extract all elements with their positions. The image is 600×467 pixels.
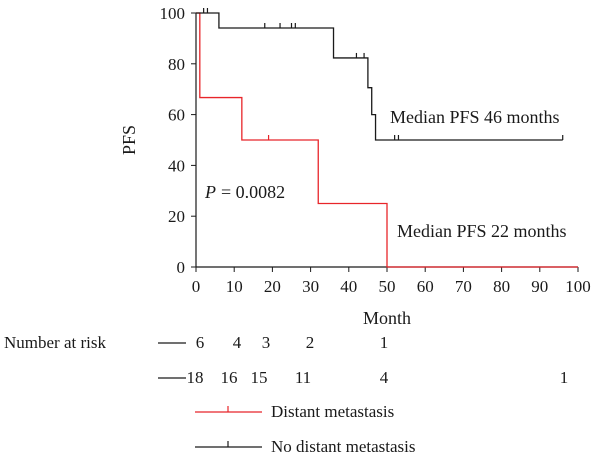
x-tick-label: 50	[379, 277, 396, 296]
x-axis-title: Month	[363, 308, 411, 328]
x-tick-label: 90	[531, 277, 548, 296]
x-tick-label: 0	[192, 277, 201, 296]
y-tick-label: 0	[177, 258, 186, 277]
y-axis-title: PFS	[119, 125, 139, 155]
y-tick-label: 60	[168, 106, 185, 125]
risk-table-label: Number at risk	[4, 333, 106, 352]
legend-label: Distant metastasis	[271, 402, 394, 421]
x-tick-label: 100	[565, 277, 591, 296]
x-tick-label: 10	[226, 277, 243, 296]
y-tick-label: 100	[160, 4, 186, 23]
legend: Distant metastasis No distant metastasis	[195, 402, 415, 456]
annotations: Median PFS 46 months Median PFS 22 month…	[204, 107, 567, 241]
series-line-1	[196, 12, 563, 141]
risk-count: 1	[380, 333, 389, 352]
y-tick-label: 20	[168, 207, 185, 226]
p-symbol: P	[204, 182, 216, 202]
legend-label: No distant metastasis	[271, 437, 415, 456]
risk-count: 2	[306, 333, 315, 352]
series-layer	[196, 8, 578, 268]
risk-count: 4	[233, 333, 242, 352]
series-line-0	[196, 12, 578, 268]
x-tick-label: 60	[417, 277, 434, 296]
risk-count: 6	[196, 333, 205, 352]
x-tick-label: 40	[340, 277, 357, 296]
x-tick-label: 20	[264, 277, 281, 296]
risk-count: 15	[251, 368, 268, 387]
y-tick-label: 80	[168, 55, 185, 74]
risk-count: 3	[262, 333, 271, 352]
annotation-median-metastasis: Median PFS 22 months	[397, 221, 567, 241]
axes: 0 10 20 30 40 50 60 70 80 90 100 0 20 40 60 80 100 Month P…	[119, 4, 591, 328]
p-value: = 0.0082	[221, 182, 285, 202]
annotation-median-no-metastasis: Median PFS 46 months	[390, 107, 560, 127]
y-tick-label: 40	[168, 156, 185, 175]
risk-count: 18	[187, 368, 204, 387]
annotation-p-value: P = 0.0082	[204, 182, 285, 202]
risk-count: 1	[560, 368, 569, 387]
risk-table: Number at risk 6 4 3 2 1 18 16 15 11 4 1	[4, 333, 568, 387]
risk-count: 11	[295, 368, 311, 387]
risk-count: 16	[221, 368, 238, 387]
x-tick-label: 30	[302, 277, 319, 296]
x-tick-label: 70	[455, 277, 472, 296]
risk-count: 4	[380, 368, 389, 387]
x-tick-label: 80	[493, 277, 510, 296]
